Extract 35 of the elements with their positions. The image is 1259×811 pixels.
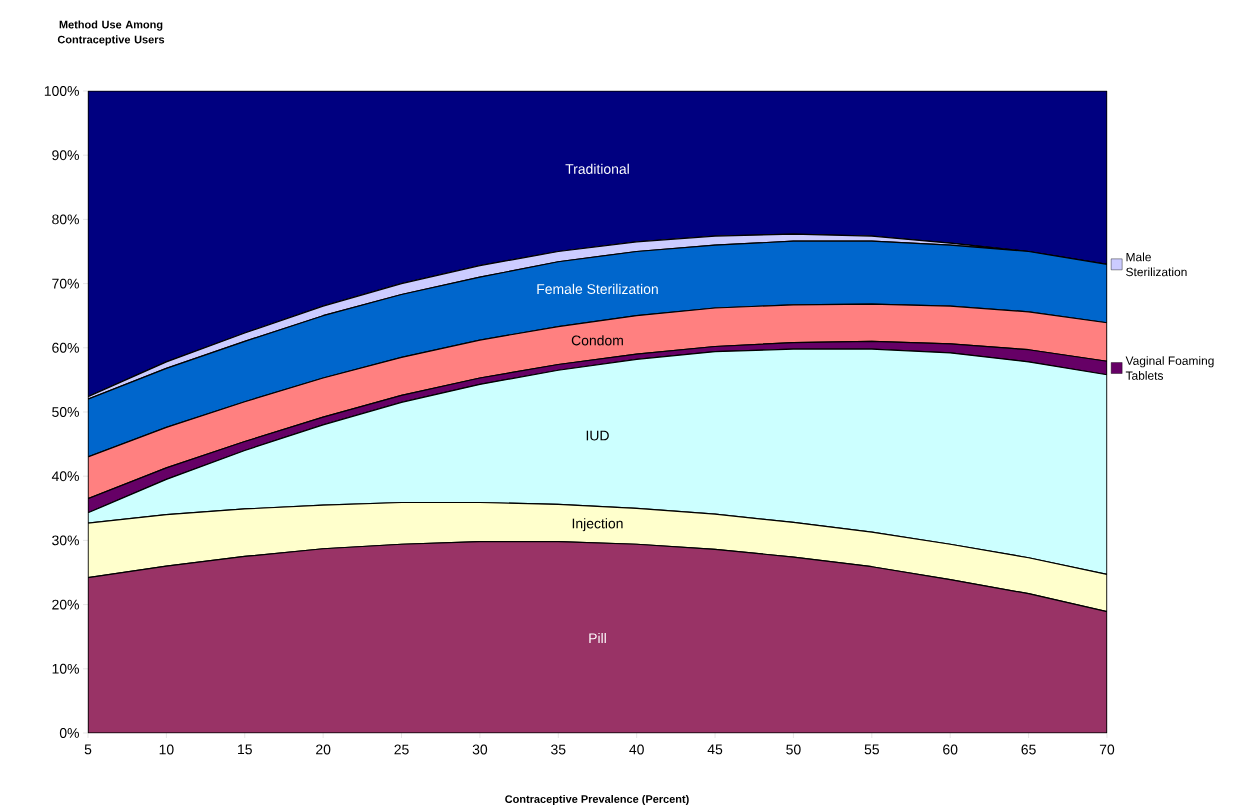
x-tick-label: 10: [159, 744, 174, 755]
x-tick-label: 60: [943, 744, 958, 755]
x-tick-label: 15: [238, 744, 252, 755]
y-tick-label: 20%: [52, 599, 79, 610]
x-tick-label: 45: [707, 744, 723, 755]
y-tick-label: 40%: [51, 471, 79, 482]
y-tick-label: 10%: [52, 663, 79, 674]
y-tick-label: 0%: [59, 728, 79, 738]
x-tick-label: 35: [551, 744, 566, 755]
series-label: Female Sterilization: [537, 283, 658, 295]
x-tick-label: 70: [1099, 744, 1115, 755]
series-label: Injection: [572, 518, 623, 532]
x-axis-title: Contraceptive Prevalence (Percent): [505, 794, 689, 806]
y-tick-label: 30%: [52, 535, 79, 546]
y-tick-label: 50%: [52, 407, 79, 417]
x-tick-label: 5: [84, 744, 92, 755]
x-tick-label: 55: [864, 744, 879, 755]
legend-label: Vaginal Foaming Tablets: [1125, 356, 1214, 380]
x-tick-label: 25: [394, 744, 409, 755]
x-tick-label: 50: [786, 744, 801, 755]
y-tick-label: 70%: [52, 278, 79, 289]
legend-label: Male Sterilization: [1126, 252, 1187, 277]
y-tick-label: 90%: [52, 150, 79, 161]
x-tick-label: 20: [316, 744, 331, 755]
y-tick-label: 80%: [52, 214, 79, 225]
series-label: Condom: [571, 335, 623, 346]
series-label: Traditional: [565, 163, 629, 174]
y-tick-label: 60%: [52, 342, 79, 353]
series-label: IUD: [586, 430, 609, 441]
x-tick-label: 65: [1021, 744, 1036, 755]
series-label: Pill: [589, 632, 606, 644]
x-tick-label: 30: [472, 744, 488, 755]
y-tick-label: 100%: [44, 86, 79, 96]
x-tick-label: 40: [629, 744, 644, 755]
y-axis-title: Method Use Among Contraceptive Users: [57, 20, 165, 46]
